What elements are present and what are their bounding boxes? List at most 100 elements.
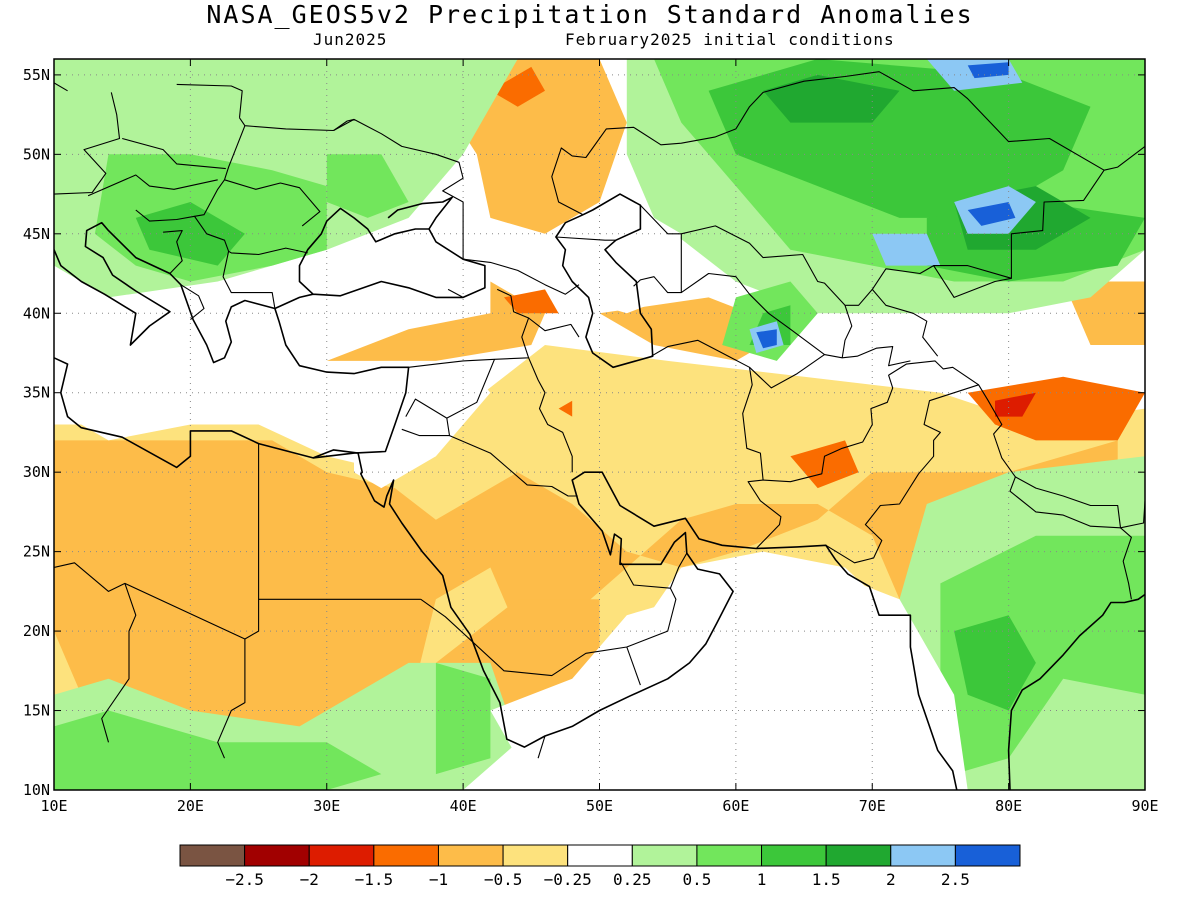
colorbar-label: 2 (886, 870, 896, 889)
country-border (408, 288, 530, 368)
colorbar-label: 2.5 (941, 870, 970, 889)
lat-tick-label: 15N (23, 702, 50, 720)
country-border (101, 583, 137, 743)
anomaly-fills (54, 59, 1145, 790)
country-border (122, 137, 226, 170)
lon-tick-label: 90E (1131, 797, 1158, 815)
country-border (217, 443, 260, 759)
country-border (163, 230, 183, 274)
country-border (528, 317, 580, 338)
country-border (763, 360, 979, 483)
country-border (528, 357, 573, 473)
colorbar-label: −1 (429, 870, 448, 889)
colorbar-label: −2.5 (225, 870, 264, 889)
country-border (193, 179, 308, 256)
country-border (449, 435, 578, 497)
initial-conditions-label: February2025 initial conditions (565, 30, 895, 49)
country-border (681, 145, 1145, 306)
no-anomaly-region (490, 567, 968, 790)
coastline (555, 193, 654, 369)
lat-tick-label: 20N (23, 622, 50, 640)
colorbar-swatch (179, 844, 246, 867)
lon-tick-label: 70E (859, 797, 886, 815)
lat-tick-label: 55N (23, 66, 50, 84)
anomaly-region (954, 615, 1036, 711)
lon-tick-label: 10E (40, 797, 67, 815)
country-border (333, 118, 355, 131)
colorbar-swatch (696, 844, 763, 867)
colorbar-swatch (890, 844, 956, 867)
colorbar-swatch (373, 844, 439, 867)
anomaly-region (326, 154, 409, 218)
anomaly-region (967, 62, 1009, 79)
anomaly-region (756, 329, 777, 349)
colorbar-swatch (631, 844, 698, 867)
country-border (135, 209, 195, 222)
anomaly-region (490, 66, 545, 107)
country-border (54, 562, 246, 640)
country-border (871, 289, 939, 357)
anomaly-region (54, 710, 382, 790)
country-border (1120, 527, 1132, 600)
anomaly-region (558, 400, 573, 417)
colorbar-swatch (502, 844, 569, 867)
colorbar-swatch (954, 844, 1021, 867)
country-border (447, 287, 486, 298)
lat-tick-label: 10N (23, 781, 50, 799)
colorbar-label: −2 (300, 870, 319, 889)
anomaly-region (967, 202, 1016, 226)
lon-tick-label: 40E (450, 797, 477, 815)
colorbar-swatch (567, 844, 633, 867)
country-border (223, 125, 321, 227)
anomaly-region (435, 662, 491, 775)
lat-tick-label: 35N (23, 384, 50, 402)
colorbar-swatch (825, 844, 892, 867)
colorbar-label: −1.5 (355, 870, 394, 889)
country-border (633, 204, 682, 294)
country-border (749, 346, 911, 389)
anomaly-region (995, 392, 1036, 417)
country-border (841, 305, 853, 358)
colorbar-swatch (437, 844, 504, 867)
lon-tick-label: 20E (177, 797, 204, 815)
colorbar-swatch (308, 844, 375, 867)
country-border (537, 735, 546, 759)
country-border (87, 174, 218, 197)
white-masks (54, 202, 968, 790)
lat-tick-label: 25N (23, 543, 50, 561)
lon-tick-label: 80E (995, 797, 1022, 815)
lat-tick-label: 50N (23, 145, 50, 163)
country-border (446, 359, 496, 419)
country-border (669, 552, 688, 589)
country-border (176, 83, 243, 118)
plot-area (54, 59, 1145, 790)
country-border (463, 258, 580, 295)
colorbar-label: −0.25 (544, 870, 592, 889)
lat-tick-label: 45N (23, 225, 50, 243)
anomaly-region (967, 376, 1145, 441)
coastline (54, 221, 276, 364)
country-border (1009, 476, 1121, 529)
lon-tick-label: 60E (722, 797, 749, 815)
anomaly-region (872, 233, 941, 266)
colorbar: −2.5 −2 −1.5 −1 −0.5 −0.25 0.25 0.5 1 1.5 2 2.5 (179, 844, 1021, 889)
country-border (680, 272, 825, 356)
anomaly-region (940, 535, 1145, 775)
map-title: NASA_GEOS5v2 Precipitation Standard Anom… (206, 0, 974, 29)
coastline (1007, 593, 1145, 790)
country-border (551, 71, 1105, 216)
colorbar-label: −0.5 (484, 870, 523, 889)
anomaly-region (790, 440, 859, 489)
country-border (54, 92, 121, 195)
lat-tick-label: 40N (23, 304, 50, 322)
colorbar-label: 0.25 (613, 870, 652, 889)
no-anomaly-region (545, 202, 682, 314)
country-border (626, 646, 641, 686)
country-border (54, 82, 68, 92)
country-border (651, 339, 782, 549)
coastlines-and-borders (54, 71, 1145, 790)
coastline (54, 308, 410, 469)
colorbar-label: 1.5 (812, 870, 841, 889)
